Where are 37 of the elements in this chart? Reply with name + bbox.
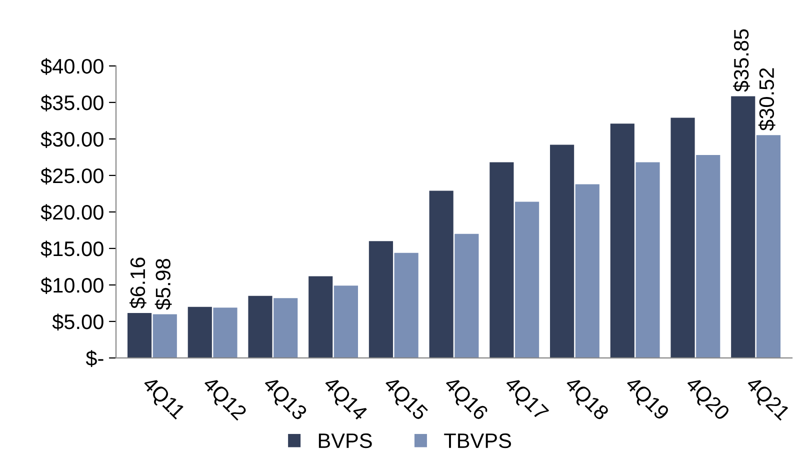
y-tick-label: $20.00 (40, 204, 104, 221)
y-tick-label: $35.00 (40, 94, 104, 112)
legend-label: BVPS (318, 433, 372, 448)
y-tick-label: $25.00 (40, 168, 104, 184)
bar (334, 286, 358, 358)
data-label: $30.52 (758, 68, 776, 131)
bar (610, 124, 634, 358)
bar (274, 298, 298, 358)
bar (152, 314, 177, 358)
bar (670, 118, 695, 358)
y-tick-label: $40.00 (40, 58, 104, 75)
bar (368, 241, 394, 358)
bar (550, 144, 574, 358)
y-tick-label: $- (86, 350, 104, 367)
bar (128, 312, 152, 358)
bar (575, 184, 600, 358)
bar (454, 234, 479, 358)
bar (756, 135, 780, 358)
y-tick-label: $10.00 (40, 277, 104, 294)
bar (394, 252, 418, 358)
data-label: $35.85 (733, 29, 750, 92)
bar (188, 306, 212, 358)
bar (213, 308, 238, 358)
bar (696, 155, 720, 358)
bar (490, 162, 514, 358)
y-tick-label: $5.00 (52, 314, 104, 330)
bar (731, 96, 756, 358)
bar (248, 296, 272, 358)
bar (429, 190, 454, 358)
y-tick-label: $30.00 (40, 131, 104, 148)
legend-label: TBVPS (444, 433, 511, 448)
data-label: $5.98 (154, 258, 172, 310)
data-label: $6.16 (130, 258, 146, 309)
bar (308, 276, 333, 358)
y-tick-label: $15.00 (40, 240, 104, 258)
bar (514, 202, 540, 358)
bar (636, 162, 660, 358)
